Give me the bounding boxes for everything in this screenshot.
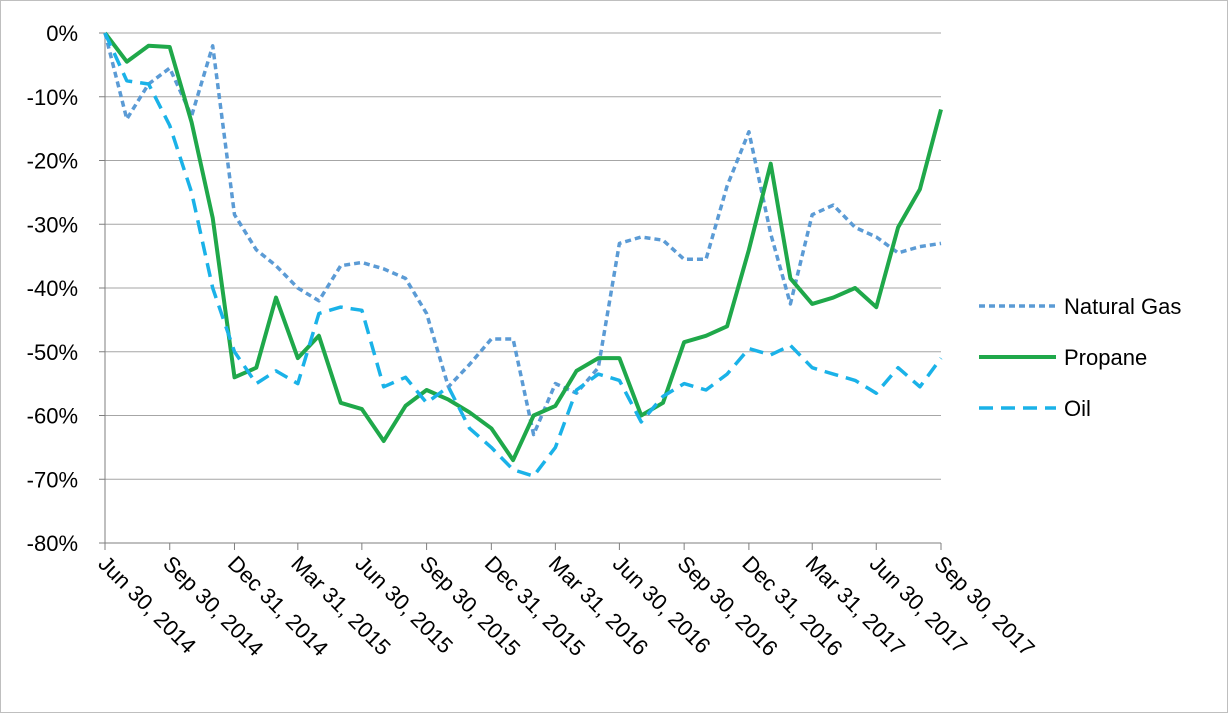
legend-label: Natural Gas (1064, 294, 1181, 319)
y-tick-label: -70% (27, 467, 78, 492)
gridlines (105, 32, 941, 480)
y-tick-label: -40% (27, 276, 78, 301)
series-line-natural-gas (103, 32, 942, 437)
series-lines (103, 31, 943, 478)
legend-item: Oil (979, 396, 1091, 421)
y-tick-label: -30% (27, 212, 78, 237)
legend: Natural Gas Propane Oil (979, 294, 1181, 421)
y-tick-label: -20% (27, 149, 78, 174)
legend-item: Propane (979, 345, 1147, 370)
y-tick-label: -60% (27, 404, 78, 429)
legend-item: Natural Gas (979, 294, 1181, 319)
series-line-oil (103, 32, 943, 478)
y-tick-label: -80% (27, 531, 78, 556)
y-tick-labels: 0% -10% -20% -30% -40% -50% -60% -70% -80% (27, 21, 78, 556)
y-tick-label: -50% (27, 340, 78, 365)
axes (99, 32, 942, 550)
legend-label: Propane (1064, 345, 1147, 370)
series-line-propane (103, 31, 943, 463)
y-tick-label: 0% (46, 21, 78, 46)
y-tick-label: -10% (27, 85, 78, 110)
legend-label: Oil (1064, 396, 1091, 421)
